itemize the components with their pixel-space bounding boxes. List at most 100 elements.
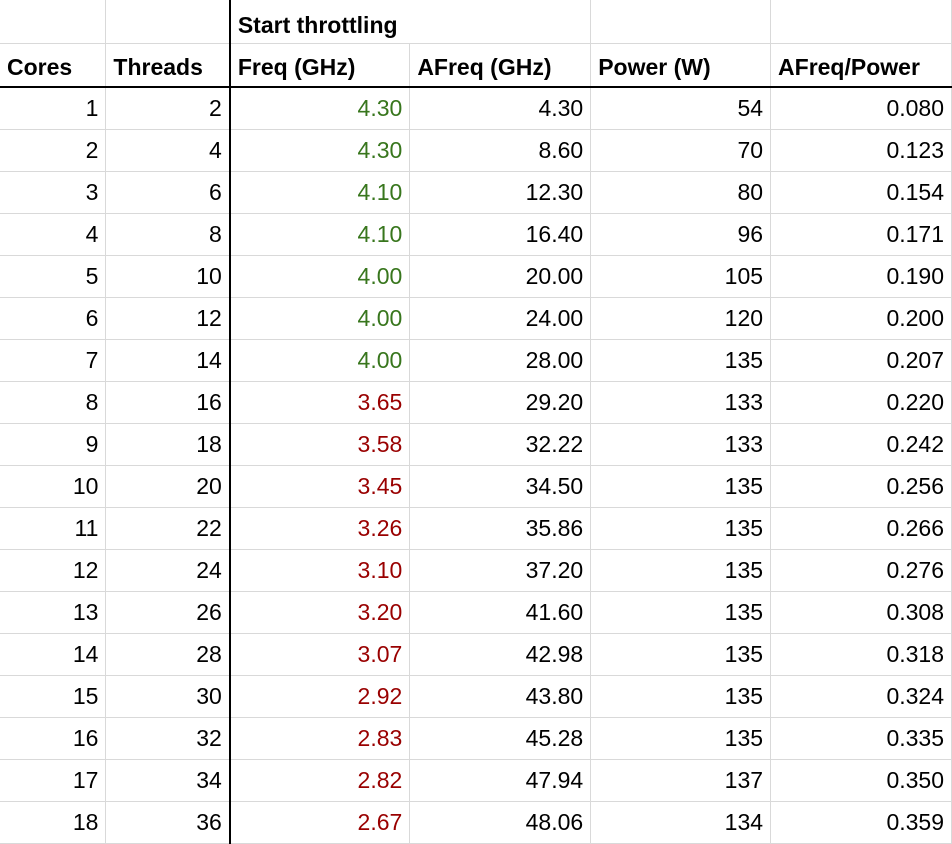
cores-cell[interactable]: 4 (0, 213, 107, 256)
power-cell[interactable]: 135 (590, 591, 772, 634)
afreq-cell[interactable]: 20.00 (409, 255, 592, 298)
afreq-cell[interactable]: 16.40 (409, 213, 592, 256)
throttling-group-label[interactable]: Start throttling (229, 0, 410, 44)
column-header-afreq-per-power[interactable]: AFreq/Power (770, 43, 952, 88)
afreq-per-power-cell[interactable]: 0.324 (770, 675, 952, 718)
column-header-afreq[interactable]: AFreq (GHz) (409, 43, 592, 88)
cores-cell[interactable]: 9 (0, 423, 107, 466)
column-header-power[interactable]: Power (W) (590, 43, 772, 88)
freq-cell[interactable]: 3.58 (229, 423, 411, 466)
threads-cell[interactable]: 36 (105, 801, 231, 844)
cores-cell[interactable]: 18 (0, 801, 107, 844)
power-cell[interactable]: 96 (590, 213, 772, 256)
threads-cell[interactable]: 30 (105, 675, 231, 718)
threads-cell[interactable]: 20 (105, 465, 231, 508)
afreq-per-power-cell[interactable]: 0.242 (770, 423, 952, 466)
threads-cell[interactable]: 8 (105, 213, 231, 256)
freq-cell[interactable]: 4.00 (229, 339, 411, 382)
power-cell[interactable]: 70 (590, 129, 772, 172)
threads-cell[interactable]: 32 (105, 717, 231, 760)
power-cell[interactable]: 135 (590, 675, 772, 718)
threads-cell[interactable]: 34 (105, 759, 231, 802)
column-header-cores[interactable]: Cores (0, 43, 107, 88)
power-cell[interactable]: 135 (590, 339, 772, 382)
threads-cell[interactable]: 18 (105, 423, 231, 466)
power-cell[interactable]: 135 (590, 633, 772, 676)
afreq-cell[interactable]: 43.80 (409, 675, 592, 718)
cores-cell[interactable]: 7 (0, 339, 107, 382)
afreq-cell[interactable]: 47.94 (409, 759, 592, 802)
cores-cell[interactable]: 8 (0, 381, 107, 424)
afreq-cell[interactable]: 45.28 (409, 717, 592, 760)
afreq-cell[interactable]: 48.06 (409, 801, 592, 844)
cores-cell[interactable]: 6 (0, 297, 107, 340)
power-cell[interactable]: 105 (590, 255, 772, 298)
freq-cell[interactable]: 4.10 (229, 213, 411, 256)
threads-cell[interactable]: 14 (105, 339, 231, 382)
freq-cell[interactable]: 4.00 (229, 255, 411, 298)
cores-cell[interactable]: 12 (0, 549, 107, 592)
power-cell[interactable]: 54 (590, 87, 772, 130)
column-header-freq[interactable]: Freq (GHz) (229, 43, 411, 88)
afreq-cell[interactable]: 41.60 (409, 591, 592, 634)
afreq-cell[interactable]: 29.20 (409, 381, 592, 424)
afreq-per-power-cell[interactable]: 0.200 (770, 297, 952, 340)
afreq-cell[interactable]: 8.60 (409, 129, 592, 172)
freq-cell[interactable]: 3.10 (229, 549, 411, 592)
freq-cell[interactable]: 2.83 (229, 717, 411, 760)
cores-cell[interactable]: 17 (0, 759, 107, 802)
freq-cell[interactable]: 4.30 (229, 129, 411, 172)
empty-header-cell[interactable] (590, 0, 772, 44)
threads-cell[interactable]: 28 (105, 633, 231, 676)
afreq-per-power-cell[interactable]: 0.276 (770, 549, 952, 592)
threads-cell[interactable]: 4 (105, 129, 231, 172)
freq-cell[interactable]: 2.67 (229, 801, 411, 844)
power-cell[interactable]: 135 (590, 549, 772, 592)
power-cell[interactable]: 135 (590, 717, 772, 760)
power-cell[interactable]: 135 (590, 465, 772, 508)
afreq-per-power-cell[interactable]: 0.123 (770, 129, 952, 172)
cores-cell[interactable]: 1 (0, 87, 107, 130)
afreq-cell[interactable]: 35.86 (409, 507, 592, 550)
power-cell[interactable]: 120 (590, 297, 772, 340)
cores-cell[interactable]: 3 (0, 171, 107, 214)
afreq-cell[interactable]: 32.22 (409, 423, 592, 466)
afreq-cell[interactable]: 28.00 (409, 339, 592, 382)
cores-cell[interactable]: 10 (0, 465, 107, 508)
freq-cell[interactable]: 3.20 (229, 591, 411, 634)
power-cell[interactable]: 137 (590, 759, 772, 802)
cores-cell[interactable]: 5 (0, 255, 107, 298)
freq-cell[interactable]: 3.45 (229, 465, 411, 508)
empty-header-cell[interactable] (409, 0, 592, 44)
afreq-per-power-cell[interactable]: 0.318 (770, 633, 952, 676)
empty-header-cell[interactable] (0, 0, 107, 44)
afreq-per-power-cell[interactable]: 0.359 (770, 801, 952, 844)
afreq-per-power-cell[interactable]: 0.256 (770, 465, 952, 508)
cores-cell[interactable]: 13 (0, 591, 107, 634)
cores-cell[interactable]: 2 (0, 129, 107, 172)
afreq-cell[interactable]: 37.20 (409, 549, 592, 592)
cores-cell[interactable]: 14 (0, 633, 107, 676)
cores-cell[interactable]: 15 (0, 675, 107, 718)
afreq-cell[interactable]: 12.30 (409, 171, 592, 214)
cores-cell[interactable]: 11 (0, 507, 107, 550)
power-cell[interactable]: 80 (590, 171, 772, 214)
afreq-per-power-cell[interactable]: 0.266 (770, 507, 952, 550)
afreq-cell[interactable]: 34.50 (409, 465, 592, 508)
afreq-per-power-cell[interactable]: 0.190 (770, 255, 952, 298)
threads-cell[interactable]: 16 (105, 381, 231, 424)
freq-cell[interactable]: 4.10 (229, 171, 411, 214)
threads-cell[interactable]: 22 (105, 507, 231, 550)
afreq-cell[interactable]: 24.00 (409, 297, 592, 340)
power-cell[interactable]: 135 (590, 507, 772, 550)
afreq-per-power-cell[interactable]: 0.171 (770, 213, 952, 256)
cores-cell[interactable]: 16 (0, 717, 107, 760)
freq-cell[interactable]: 3.07 (229, 633, 411, 676)
afreq-per-power-cell[interactable]: 0.207 (770, 339, 952, 382)
column-header-threads[interactable]: Threads (105, 43, 231, 88)
threads-cell[interactable]: 6 (105, 171, 231, 214)
afreq-per-power-cell[interactable]: 0.154 (770, 171, 952, 214)
freq-cell[interactable]: 4.30 (229, 87, 411, 130)
threads-cell[interactable]: 24 (105, 549, 231, 592)
afreq-per-power-cell[interactable]: 0.220 (770, 381, 952, 424)
